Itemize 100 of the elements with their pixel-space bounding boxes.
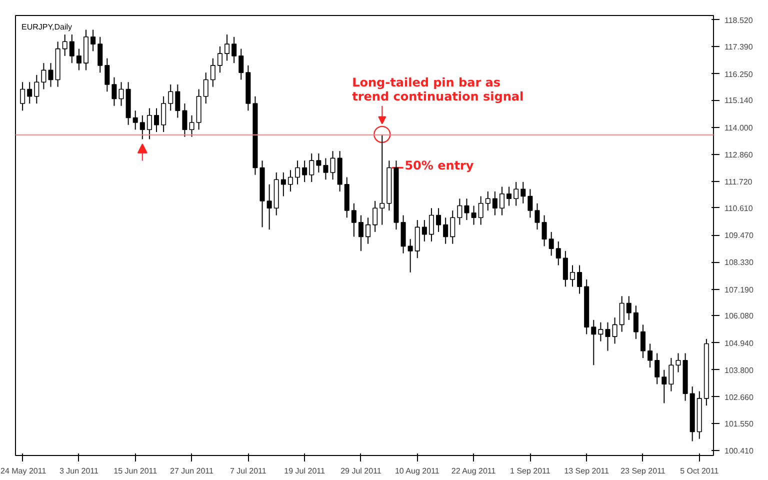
x-tick-label: 27 Jun 2011: [170, 466, 214, 476]
candlestick: [168, 84, 174, 112]
candlestick: [34, 74, 40, 104]
candlestick: [358, 214, 364, 252]
candlestick: [598, 322, 604, 342]
candlestick: [62, 34, 68, 56]
text: EURJPY,Daily: [22, 22, 72, 32]
candlestick: [471, 205, 476, 226]
candlestick: [436, 208, 442, 232]
candlestick: [648, 343, 653, 368]
candlestick: [330, 150, 336, 180]
y-tick-label: 116.250: [724, 70, 754, 79]
candlestick: [372, 200, 378, 232]
candlestick: [662, 369, 667, 404]
x-tick-label: 1 Sep 2011: [510, 466, 551, 476]
candlestick: [570, 264, 576, 288]
candlestick: [528, 188, 533, 218]
candlestick: [112, 76, 117, 106]
candlestick: [548, 231, 554, 256]
candlestick: [351, 202, 356, 238]
candlestick: [577, 264, 582, 294]
x-tick-label: 22 Aug 2011: [451, 466, 496, 476]
y-tick-label: 100.410: [724, 446, 754, 456]
candlestick: [224, 34, 230, 62]
candlestick: [90, 29, 96, 52]
candlestick: [309, 152, 314, 182]
candlestick: [400, 214, 406, 254]
x-tick-label: 15 Jun 2011: [114, 466, 158, 476]
y-tick-label: 109.470: [724, 231, 754, 240]
candlestick: [266, 184, 272, 230]
x-tick-label: 7 Jul 2011: [230, 466, 267, 476]
y-tick-label: 114.000: [724, 123, 754, 132]
candlestick: [464, 198, 470, 221]
candlestick: [556, 240, 561, 266]
x-tick-label: 10 Aug 2011: [394, 466, 440, 476]
candlestick: [443, 217, 448, 244]
candlestick: [408, 238, 413, 273]
y-tick-label: 101.550: [724, 419, 754, 428]
x-tick-label: 5 Oct 2011: [680, 466, 720, 476]
candlestick: [485, 191, 490, 212]
candlestick: [562, 250, 568, 288]
candlestick: [217, 46, 222, 74]
candlestick: [98, 36, 103, 74]
candlestick: [668, 357, 674, 392]
candlestick: [316, 152, 322, 173]
y-tick-label: 106.080: [724, 312, 754, 321]
x-tick-label: 23 Sep 2011: [620, 466, 666, 476]
y-tick-label: 111.720: [724, 178, 753, 187]
candlestick: [118, 82, 124, 106]
candlestick: [619, 296, 624, 332]
candlestick: [146, 108, 152, 140]
candlestick: [203, 72, 208, 104]
y-tick-label: 103.800: [724, 366, 754, 375]
candlestick: [366, 217, 371, 244]
candlestick: [104, 58, 110, 92]
candlestick: [161, 96, 166, 133]
candlestick: [591, 319, 596, 366]
x-tick-label: 24 May 2011: [0, 466, 47, 476]
candlestick: [492, 191, 498, 216]
y-tick-label: 117.390: [724, 42, 754, 52]
candlestick: [20, 82, 26, 112]
candlestick: [302, 160, 308, 182]
y-tick-label: 108.330: [724, 258, 754, 268]
candlestick: [626, 296, 632, 320]
candlestick: [232, 36, 237, 64]
annotation: 50% entry: [404, 158, 474, 173]
candlestick: [612, 317, 618, 344]
candlestick: [422, 220, 427, 242]
y-tick-label: 115.140: [724, 96, 754, 106]
candlestick: [520, 181, 526, 204]
candlestick: [154, 108, 160, 133]
candlestick: [69, 34, 74, 64]
candlestick: [189, 114, 194, 138]
y-tick-label: 110.610: [724, 204, 754, 213]
candlestick: [457, 198, 462, 226]
y-tick-label: 112.860: [724, 150, 754, 160]
x-tick-label: 13 Sep 2011: [564, 466, 610, 476]
candlestick: [534, 202, 540, 230]
candlestick: [238, 48, 244, 80]
y-tick-label: 107.190: [724, 285, 754, 294]
candlestick: [380, 134, 385, 226]
x-tick-label: 3 Jun 2011: [59, 466, 100, 476]
candlestick: [76, 48, 82, 71]
candlestick: [323, 158, 328, 180]
candlestick: [450, 210, 456, 244]
candlestick: [280, 172, 286, 197]
candlestick: [414, 220, 420, 259]
candlestick: [48, 62, 54, 88]
candlestick: [210, 58, 216, 88]
candlestick: [140, 114, 145, 140]
candlestick: [514, 181, 519, 206]
candlestick: [654, 352, 660, 385]
candlestick: [182, 103, 188, 138]
annotation: Long-tailed pin bar as trend continuation signal: [352, 76, 524, 104]
candlestick: [605, 322, 610, 352]
candlestick: [288, 170, 293, 192]
candlestick: [478, 196, 484, 226]
candlestick: [542, 214, 547, 247]
x-tick-label: 19 Jul 2011: [284, 466, 326, 476]
candlestick: [428, 208, 434, 242]
